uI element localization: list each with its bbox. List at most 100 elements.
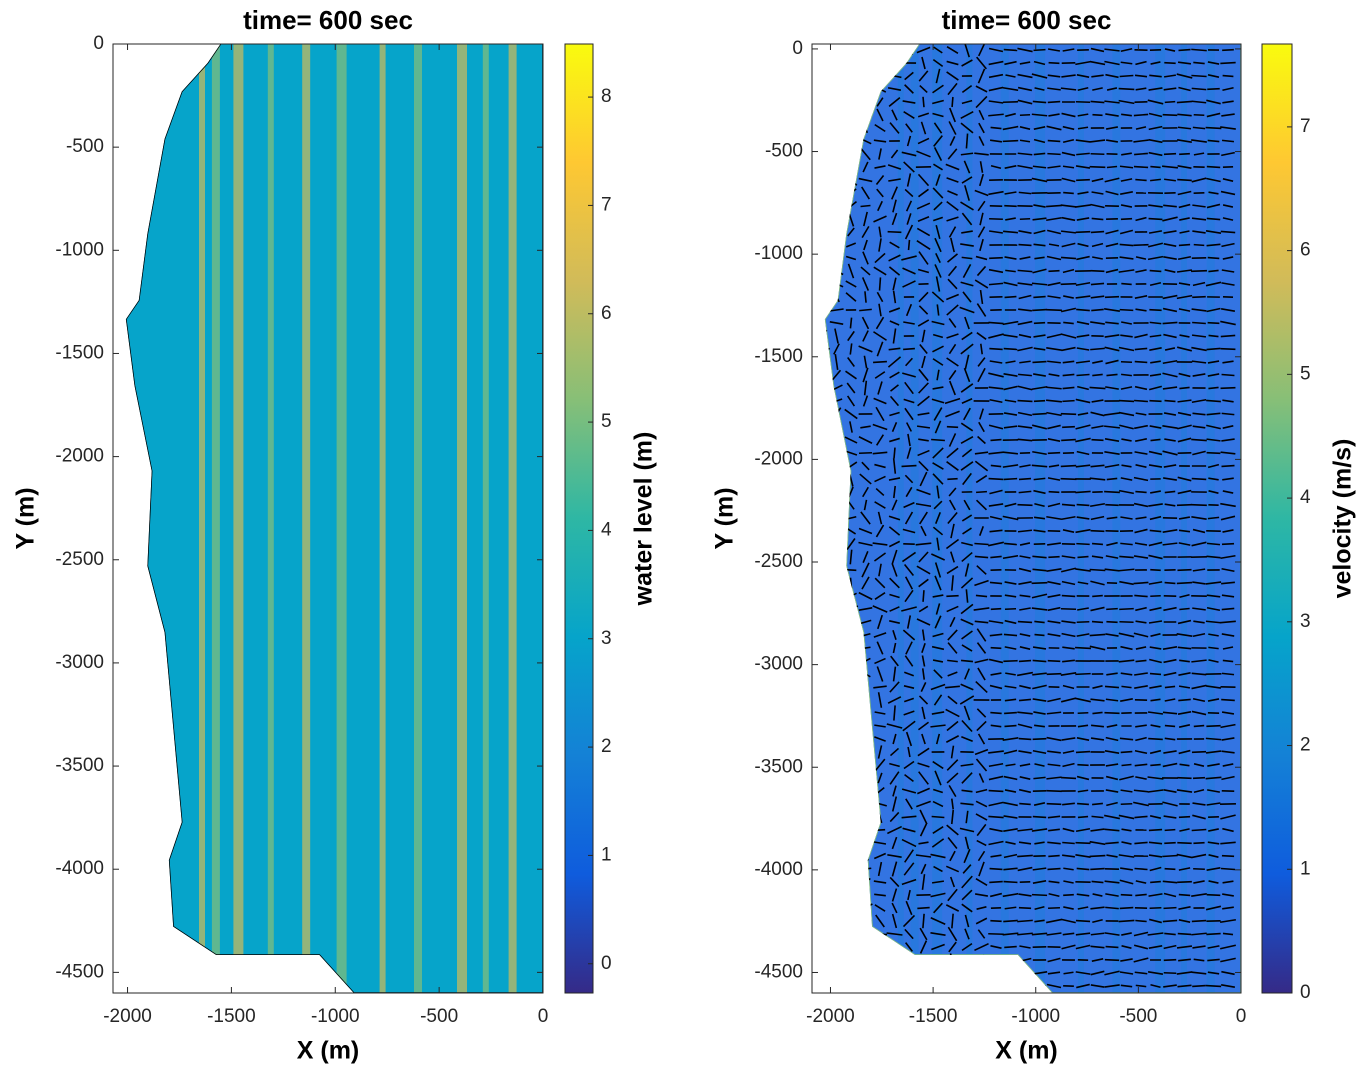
quiver-arrow <box>1206 307 1221 313</box>
quiver-arrow <box>989 880 1003 884</box>
quiver-arrow <box>907 746 911 758</box>
quiver-arrow <box>847 797 855 811</box>
quiver-arrow <box>889 762 900 768</box>
quiver-arrow <box>1061 515 1076 521</box>
quiver-arrow <box>1135 464 1147 468</box>
quiver-arrow <box>1075 971 1091 975</box>
quiver-arrow <box>1004 60 1017 66</box>
quiver-arrow <box>1105 229 1119 235</box>
quiver-arrow <box>1019 802 1031 806</box>
quiver-arrow <box>961 541 973 547</box>
quiver-arrow <box>1104 438 1120 442</box>
quiver-arrow <box>1005 269 1016 273</box>
quiver-arrow <box>1222 646 1234 650</box>
quiver-arrow <box>1163 671 1177 677</box>
quiver-arrow <box>1178 282 1191 286</box>
quiver-arrow <box>1179 152 1190 156</box>
quiver-arrow <box>1150 360 1161 364</box>
quiver-arrow <box>1019 633 1031 637</box>
quiver-arrow <box>946 447 959 459</box>
quiver-arrow <box>872 423 888 431</box>
quiver-arrow <box>1192 412 1206 416</box>
quiver-arrow <box>1104 100 1120 104</box>
quiver-arrow <box>1148 450 1163 456</box>
quiver-arrow <box>1207 698 1220 702</box>
quiver-arrow <box>1121 321 1132 325</box>
quiver-arrow <box>824 394 828 408</box>
quiver-arrow <box>1092 685 1103 689</box>
quiver-arrow <box>830 737 843 741</box>
quiver-arrow <box>1004 256 1017 260</box>
quiver-arrow <box>1046 399 1062 403</box>
quiver-arrow <box>1105 190 1119 196</box>
quiver-arrow <box>824 173 826 187</box>
quiver-arrow <box>1177 126 1192 130</box>
quiver-arrow <box>891 499 898 511</box>
colorbar-tick-label: 3 <box>1300 611 1311 632</box>
panel: -2000 -1500 -1000 -500 00-500-1000-1500-2000… <box>711 5 1357 1065</box>
quiver-arrow <box>948 121 957 135</box>
quiver-arrow <box>831 916 842 926</box>
quiver-arrow <box>1018 906 1032 910</box>
quiver-arrow <box>1178 893 1191 897</box>
y-tick-label: 0 <box>93 33 104 54</box>
quiver-arrow <box>821 212 824 226</box>
quiver-arrow <box>845 242 857 248</box>
quiver-arrow <box>848 939 854 955</box>
quiver-arrow <box>921 642 926 654</box>
quiver-arrow <box>977 929 986 939</box>
quiver-arrow <box>1192 126 1206 130</box>
quiver-arrow <box>1119 256 1134 260</box>
quiver-arrow <box>1178 203 1191 209</box>
quiver-arrow <box>1134 749 1148 755</box>
quiver-arrow <box>1076 775 1090 781</box>
quiver-arrow <box>1092 87 1103 91</box>
quiver-arrow <box>946 293 959 301</box>
quiver-arrow <box>1090 515 1105 521</box>
quiver-arrow <box>833 343 840 355</box>
quiver-arrow <box>844 408 858 420</box>
quiver-arrow <box>1034 87 1045 91</box>
quiver-arrow <box>844 981 858 991</box>
quiver-arrow <box>1207 463 1220 469</box>
quiver-arrow <box>1133 476 1149 482</box>
quiver-arrow <box>948 941 957 953</box>
quiver-arrow <box>1076 516 1090 520</box>
quiver-arrow <box>1090 867 1105 871</box>
quiver-arrow <box>1221 542 1235 546</box>
quiver-arrow <box>860 266 871 276</box>
quiver-arrow <box>904 407 914 421</box>
quiver-arrow <box>906 447 912 459</box>
quiver-arrow <box>960 461 974 471</box>
quiver-arrow <box>824 945 828 949</box>
quiver-arrow <box>1178 542 1191 546</box>
quiver-arrow <box>988 86 1004 92</box>
quiver-arrow <box>844 111 858 119</box>
quiver-arrow <box>1119 243 1134 247</box>
quiver-arrow <box>873 360 887 364</box>
quiver-arrow <box>1148 125 1163 131</box>
quiver-arrow <box>1120 360 1133 364</box>
quiver-arrow <box>988 190 1004 196</box>
quiver-arrow <box>887 356 902 368</box>
quiver-arrow <box>1032 749 1047 755</box>
quiver-arrow <box>858 436 873 444</box>
quiver-arrow <box>1193 763 1205 767</box>
quiver-arrow <box>905 200 913 212</box>
quiver-arrow <box>963 705 971 721</box>
quiver-arrow <box>1017 425 1033 429</box>
quiver-arrow <box>1047 502 1061 508</box>
quiver-arrow <box>916 800 931 808</box>
quiver-arrow <box>1003 451 1018 455</box>
quiver-arrow <box>1077 242 1089 248</box>
quiver-arrow <box>936 485 940 499</box>
quiver-arrow <box>947 190 958 196</box>
quiver-arrow <box>1032 308 1047 312</box>
quiver-arrow <box>877 381 883 395</box>
quiver-arrow <box>887 164 902 170</box>
quiver-arrow <box>1105 736 1119 742</box>
quiver-arrow <box>932 58 944 68</box>
quiver-arrow <box>988 789 1004 793</box>
y-axis-label: Y (m) <box>711 487 739 549</box>
quiver-arrow <box>960 683 974 691</box>
